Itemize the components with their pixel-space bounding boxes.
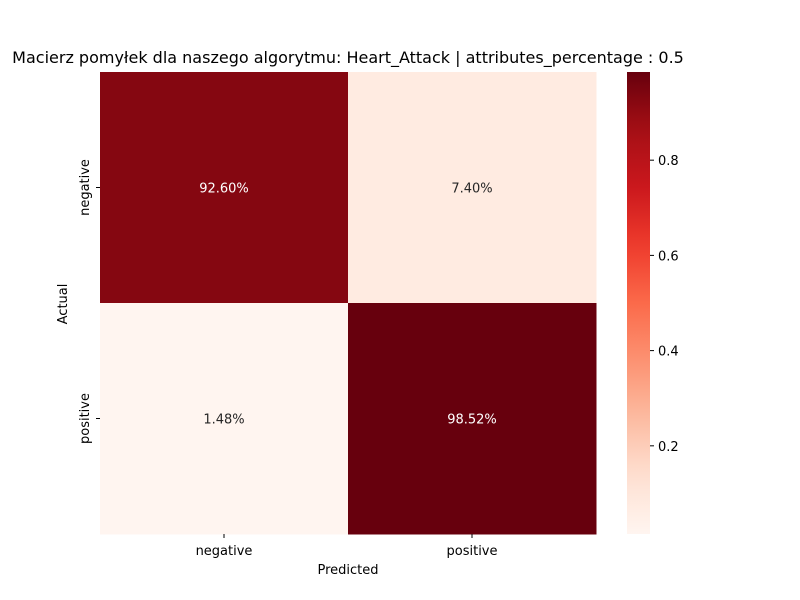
- heatmap-cell: [348, 303, 597, 535]
- heatmap-cells: [100, 72, 597, 535]
- y-axis-label: Actual: [56, 284, 71, 325]
- cell-value-label: 7.40%: [451, 182, 492, 197]
- colorbar-gradient: [627, 72, 650, 534]
- colorbar-tick-label: 0.8: [658, 154, 679, 169]
- x-axis-ticks: negative positive: [196, 534, 498, 559]
- cell-value-label: 1.48%: [203, 413, 244, 428]
- x-tick-label: positive: [447, 544, 498, 559]
- colorbar: 0.2 0.4 0.6 0.8: [627, 72, 679, 534]
- chart-title: Macierz pomyłek dla naszego algorytmu: H…: [12, 48, 684, 68]
- colorbar-ticks: 0.2 0.4 0.6 0.8: [650, 154, 679, 455]
- cell-value-label: 98.52%: [447, 413, 497, 428]
- heatmap-cell: [100, 72, 349, 304]
- x-axis-label: Predicted: [317, 563, 378, 578]
- y-tick-label: positive: [78, 393, 93, 444]
- y-axis-ticks: negative positive: [78, 159, 100, 444]
- colorbar-tick-label: 0.2: [658, 440, 679, 455]
- x-tick-label: negative: [196, 544, 253, 559]
- heatmap-cell-labels: 92.60% 7.40% 1.48% 98.52%: [199, 182, 497, 428]
- heatmap-cell: [100, 303, 349, 535]
- cell-value-label: 92.60%: [199, 182, 249, 197]
- colorbar-tick-label: 0.4: [658, 345, 679, 360]
- heatmap-cell: [348, 72, 597, 304]
- y-tick-label: negative: [78, 159, 93, 216]
- colorbar-tick-label: 0.6: [658, 249, 679, 264]
